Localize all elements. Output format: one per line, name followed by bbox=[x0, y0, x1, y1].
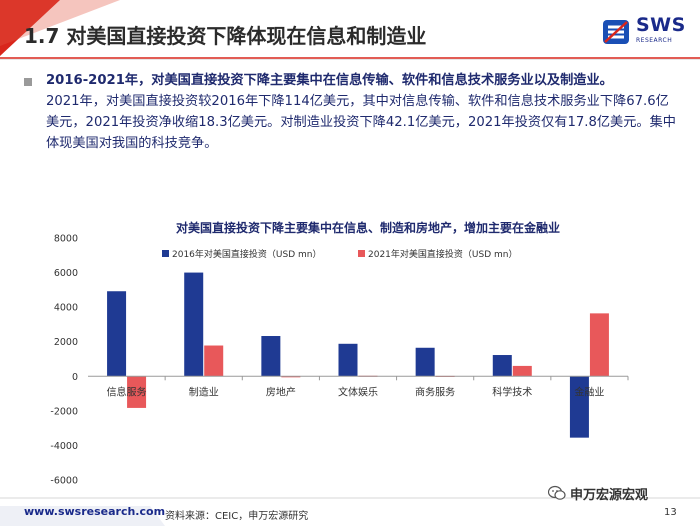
chart-axis: 8000 6000 4000 2000 0 -2000 -4000 -6000 信息服务 制造业 房… bbox=[50, 234, 629, 487]
y-tick-label: 8000 bbox=[54, 234, 78, 245]
bar-2021-7 bbox=[589, 313, 609, 377]
wechat-icon bbox=[548, 485, 566, 500]
sws-logo-icon bbox=[603, 20, 629, 44]
bar-2016-6 bbox=[492, 355, 512, 377]
legend-swatch-1 bbox=[162, 250, 169, 257]
bullet-body-text: 2021年，对美国直接投资较2016年下降114亿美元，其中对信息传输、软件和信… bbox=[46, 94, 676, 151]
chart-legend: 2016年对美国直接投资（USD mn） 2021年对美国直接投资（USD mn） bbox=[162, 248, 517, 260]
bar-chart: 对美国直接投资下降主要集中在信息、制造和房地产，增加主要在金融业 2016年对美… bbox=[50, 220, 629, 487]
legend-label-2: 2021年对美国直接投资（USD mn） bbox=[368, 248, 517, 260]
header-bar bbox=[0, 0, 700, 60]
logo-subtext: RESEARCH bbox=[636, 37, 673, 44]
y-tick-label: -2000 bbox=[50, 406, 78, 417]
wechat-account: 申万宏源宏观 bbox=[570, 488, 649, 503]
bar-2021-6 bbox=[512, 365, 532, 377]
legend-label-1: 2016年对美国直接投资（USD mn） bbox=[172, 248, 321, 260]
chart-bars bbox=[107, 272, 609, 438]
x-category-label: 制造业 bbox=[189, 385, 219, 398]
x-category-label: 科学技术 bbox=[492, 385, 532, 398]
footer-source: 资料来源：CEIC，申万宏源研究 bbox=[165, 511, 309, 522]
bar-2021-2 bbox=[204, 345, 224, 377]
y-tick-label: -4000 bbox=[50, 441, 78, 452]
bar-2016-1 bbox=[107, 291, 127, 377]
bullet-icon bbox=[24, 78, 32, 86]
bar-2016-2 bbox=[184, 272, 204, 377]
legend-swatch-2 bbox=[358, 250, 365, 257]
page-title: 1.7 对美国直接投资下降体现在信息和制造业 bbox=[24, 24, 427, 48]
logo-text: SWS bbox=[636, 14, 686, 36]
bar-2016-4 bbox=[338, 343, 358, 377]
bar-2021-1 bbox=[127, 376, 147, 408]
bar-2016-5 bbox=[415, 347, 435, 377]
bar-2016-3 bbox=[261, 336, 281, 377]
x-category-label: 信息服务 bbox=[107, 385, 147, 398]
bar-2016-7 bbox=[569, 376, 589, 438]
footer-url-link[interactable]: www.swsresearch.com bbox=[24, 505, 166, 518]
y-tick-label: 0 bbox=[72, 372, 78, 383]
bullet-bold-text: 2016-2021年，对美国直接投资下降主要集中在信息传输、软件和信息技术服务业… bbox=[46, 73, 613, 88]
x-category-label: 商务服务 bbox=[415, 385, 455, 398]
y-tick-label: -6000 bbox=[50, 476, 78, 487]
y-tick-label: 6000 bbox=[54, 268, 78, 279]
y-tick-label: 2000 bbox=[54, 337, 78, 348]
x-category-label: 房地产 bbox=[266, 385, 296, 398]
y-tick-label: 4000 bbox=[54, 303, 78, 314]
x-category-label: 金融业 bbox=[574, 385, 604, 398]
page-number: 13 bbox=[664, 507, 677, 518]
footer-bar bbox=[0, 497, 700, 526]
bar-2021-3 bbox=[281, 376, 301, 378]
x-category-label: 文体娱乐 bbox=[338, 385, 378, 398]
bullet-paragraph: 2016-2021年，对美国直接投资下降主要集中在信息传输、软件和信息技术服务业… bbox=[46, 70, 676, 154]
chart-title: 对美国直接投资下降主要集中在信息、制造和房地产，增加主要在金融业 bbox=[176, 220, 560, 235]
